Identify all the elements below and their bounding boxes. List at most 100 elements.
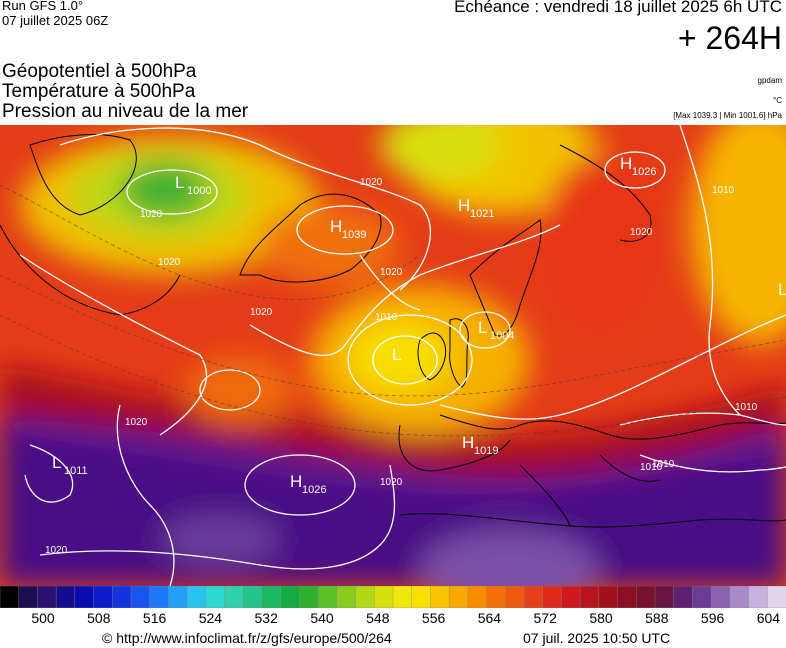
legend-swatch bbox=[729, 586, 750, 608]
svg-text:L: L bbox=[175, 173, 184, 192]
legend-ticks: 500 508 516 524 532 540 548 556 564 572 580 588 596 6… bbox=[0, 610, 786, 628]
isobar-label: 1020 bbox=[630, 227, 653, 238]
high-pressure-center: H 1019 bbox=[462, 433, 498, 457]
legend-swatch bbox=[654, 586, 675, 608]
legend-swatch bbox=[355, 586, 376, 608]
low-pressure-center: L bbox=[778, 280, 786, 299]
svg-text:1019: 1019 bbox=[474, 445, 498, 457]
legend-swatch bbox=[280, 586, 301, 608]
legend-swatch bbox=[112, 586, 132, 608]
run-model-label: Run GFS 1.0° bbox=[2, 0, 84, 13]
svg-text:1011: 1011 bbox=[64, 465, 88, 477]
legend-swatch bbox=[243, 586, 263, 608]
legend-swatch bbox=[130, 586, 151, 608]
legend-swatch bbox=[579, 586, 600, 608]
isobar-label: 1020 bbox=[140, 209, 163, 220]
legend-tick-label: 604 bbox=[756, 610, 781, 626]
legend-swatch bbox=[411, 586, 432, 608]
isobar-label: 1020 bbox=[125, 417, 148, 428]
timestamp-text: 07 juil. 2025 10:50 UTC bbox=[523, 630, 671, 646]
legend-swatch bbox=[93, 586, 114, 608]
isobar-label: 1010 bbox=[652, 459, 675, 470]
legend-swatch bbox=[18, 586, 39, 608]
legend-tick-label: 548 bbox=[366, 610, 390, 626]
low-pressure-center: L 1000 bbox=[175, 173, 211, 197]
svg-text:1004: 1004 bbox=[490, 330, 514, 342]
legend-swatch bbox=[0, 586, 20, 608]
legend-swatch bbox=[448, 586, 469, 608]
isobar-label: 1020 bbox=[158, 257, 181, 268]
isobar-label: 1020 bbox=[380, 477, 403, 488]
legend-swatch bbox=[186, 586, 207, 608]
legend-swatch bbox=[168, 586, 188, 608]
legend-tick-label: 532 bbox=[254, 610, 278, 626]
unit-geopotential: gpdam bbox=[757, 76, 782, 85]
legend-swatch bbox=[261, 586, 282, 608]
legend-tick-label: 564 bbox=[477, 610, 502, 626]
legend-swatch bbox=[617, 586, 638, 608]
legend-swatch bbox=[710, 586, 731, 608]
legend-tick-label: 508 bbox=[87, 610, 111, 626]
param-pressure: Pression au niveau de la mer bbox=[2, 101, 249, 122]
legend-swatch bbox=[55, 586, 76, 608]
pressure-range-label: [Max 1039.3 | Min 1001.6] hPa bbox=[673, 111, 782, 120]
legend-swatch bbox=[205, 586, 226, 608]
legend-swatch bbox=[561, 586, 581, 608]
low-pressure-center: L bbox=[392, 345, 401, 364]
svg-text:1026: 1026 bbox=[632, 166, 656, 178]
legend-swatch bbox=[467, 586, 488, 608]
high-pressure-center: H 1021 bbox=[458, 196, 494, 220]
svg-text:H: H bbox=[462, 433, 474, 452]
legend-swatch bbox=[299, 586, 319, 608]
param-geopotential: Géopotentiel à 500hPa bbox=[2, 61, 197, 82]
legend-tick-label: 596 bbox=[700, 610, 725, 626]
param-temperature: Température à 500hPa bbox=[2, 81, 196, 102]
colour-scale-legend bbox=[0, 586, 786, 608]
legend-swatch bbox=[224, 586, 245, 608]
legend-swatch bbox=[336, 586, 357, 608]
lead-time-label: + 264H bbox=[677, 20, 782, 56]
svg-text:L: L bbox=[392, 345, 401, 364]
legend-tick-label: 500 bbox=[31, 610, 55, 626]
legend-swatch bbox=[505, 586, 525, 608]
legend-swatch bbox=[317, 586, 338, 608]
isobar-label: 1020 bbox=[250, 307, 273, 318]
credit-text: © http://www.infoclimat.fr/z/gfs/europe/… bbox=[102, 630, 392, 646]
legend-tick-label: 524 bbox=[198, 610, 223, 626]
isobar-label: 1010 bbox=[375, 312, 398, 323]
legend-swatch bbox=[542, 586, 563, 608]
legend-swatch bbox=[523, 586, 544, 608]
svg-text:H: H bbox=[620, 154, 632, 173]
svg-text:1039: 1039 bbox=[342, 229, 366, 241]
svg-text:H: H bbox=[330, 217, 342, 236]
svg-text:1021: 1021 bbox=[470, 208, 494, 220]
legend-swatch bbox=[767, 586, 786, 608]
legend-swatch bbox=[636, 586, 656, 608]
isobar-label: 1020 bbox=[380, 267, 403, 278]
low-pressure-center: L 1011 bbox=[52, 453, 88, 477]
legend-swatch bbox=[37, 586, 57, 608]
legend-swatch bbox=[748, 586, 769, 608]
legend-swatch bbox=[486, 586, 507, 608]
unit-temperature: °C bbox=[773, 96, 782, 105]
high-pressure-center: H 1026 bbox=[290, 472, 326, 496]
isobar-label: 1010 bbox=[640, 462, 663, 473]
legend-swatch bbox=[430, 586, 450, 608]
svg-text:1000: 1000 bbox=[187, 185, 211, 197]
isobar-label: 1020 bbox=[45, 545, 68, 556]
svg-text:1026: 1026 bbox=[302, 484, 326, 496]
low-pressure-center: L 1004 bbox=[478, 318, 514, 342]
legend-swatch bbox=[692, 586, 712, 608]
legend-swatch bbox=[673, 586, 694, 608]
legend-swatch bbox=[598, 586, 619, 608]
svg-text:L: L bbox=[478, 318, 487, 337]
legend-tick-label: 516 bbox=[142, 610, 167, 626]
isobar-label: 1010 bbox=[712, 185, 735, 196]
run-date-label: 07 juillet 2025 06Z bbox=[2, 13, 109, 28]
high-pressure-center: H 1026 bbox=[620, 154, 656, 178]
legend-tick-label: 588 bbox=[645, 610, 669, 626]
legend-tick-label: 540 bbox=[310, 610, 334, 626]
isobar-label: 1010 bbox=[735, 402, 758, 413]
svg-text:H: H bbox=[458, 196, 470, 215]
